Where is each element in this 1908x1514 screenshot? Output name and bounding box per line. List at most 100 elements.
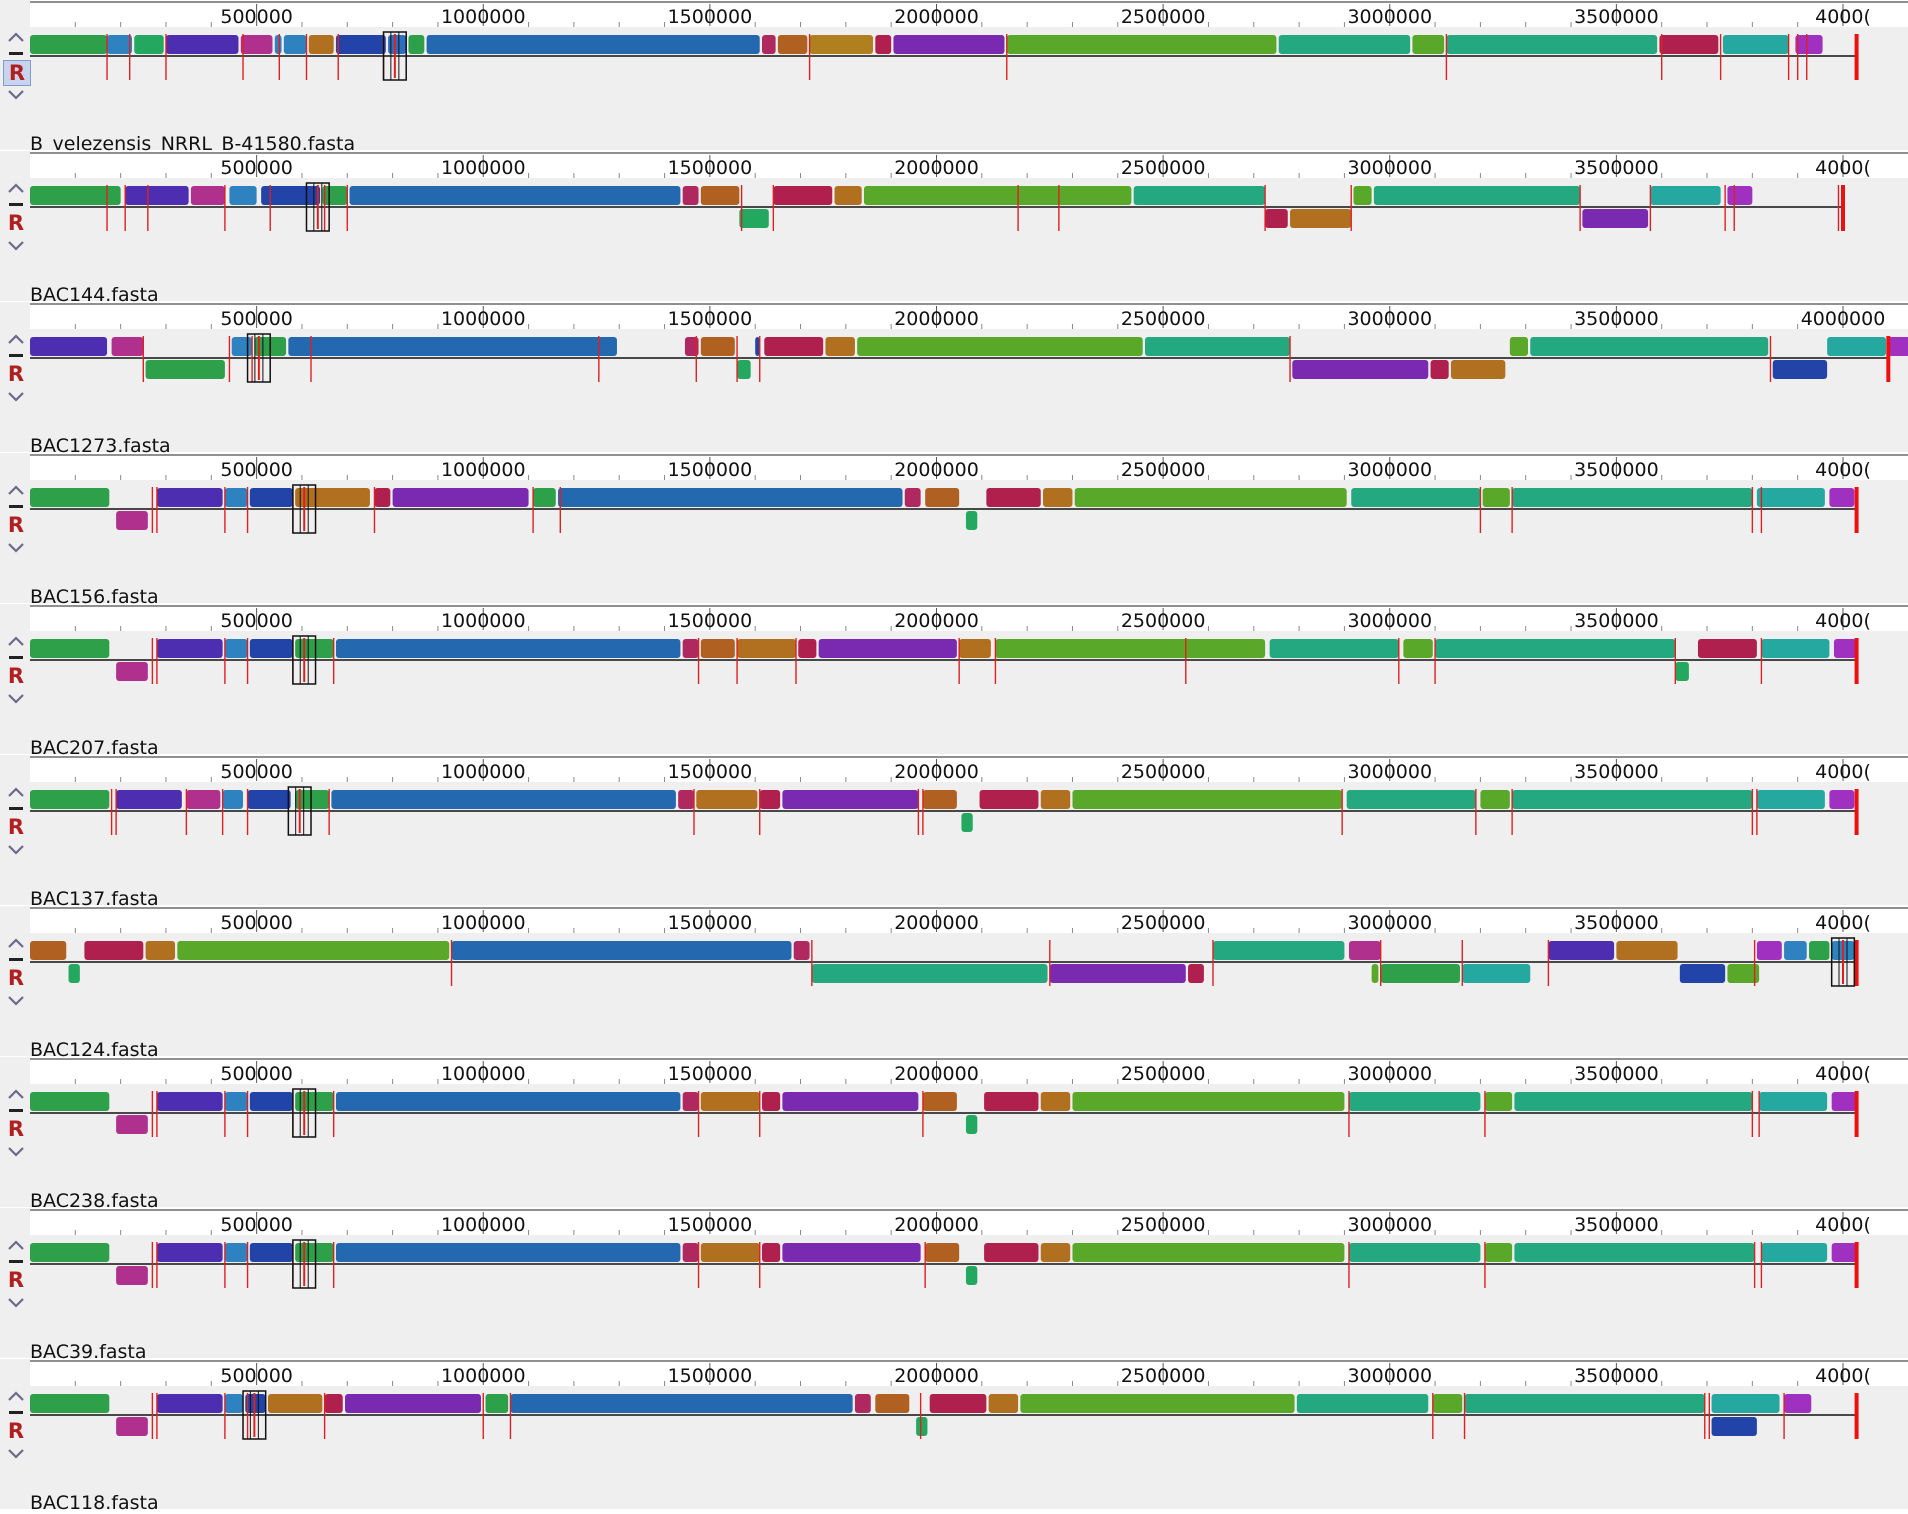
minus-icon[interactable] bbox=[9, 1260, 23, 1263]
lcb-block-forward[interactable] bbox=[107, 35, 132, 54]
lcb-block-reverse[interactable] bbox=[1371, 964, 1379, 983]
lcb-block-forward[interactable] bbox=[222, 790, 244, 809]
lcb-block-reverse[interactable] bbox=[916, 1417, 928, 1436]
lcb-block-forward[interactable] bbox=[84, 941, 144, 960]
move-down-icon[interactable] bbox=[3, 843, 29, 861]
lcb-block-forward[interactable] bbox=[1412, 35, 1445, 54]
lcb-block-forward[interactable] bbox=[30, 1394, 110, 1413]
lcb-block-forward[interactable] bbox=[682, 1092, 699, 1111]
lcb-block-forward[interactable] bbox=[240, 35, 273, 54]
lcb-block-reverse[interactable] bbox=[1290, 209, 1352, 228]
lcb-block-forward[interactable] bbox=[156, 488, 223, 507]
minus-icon[interactable] bbox=[9, 656, 23, 659]
lcb-block-forward[interactable] bbox=[696, 790, 758, 809]
lcb-block-forward[interactable] bbox=[322, 186, 348, 205]
lcb-block-forward[interactable] bbox=[1722, 35, 1789, 54]
lcb-block-forward[interactable] bbox=[156, 639, 223, 658]
lcb-block-forward[interactable] bbox=[1348, 1243, 1481, 1262]
lcb-block-forward[interactable] bbox=[145, 941, 176, 960]
lcb-block-forward[interactable] bbox=[1756, 941, 1782, 960]
move-up-icon[interactable] bbox=[3, 30, 29, 48]
move-up-icon[interactable] bbox=[3, 634, 29, 652]
reverse-button[interactable]: R bbox=[7, 1117, 25, 1141]
lcb-block-forward[interactable] bbox=[224, 1394, 244, 1413]
lcb-block-forward[interactable] bbox=[1509, 337, 1528, 356]
lcb-block-forward[interactable] bbox=[793, 941, 810, 960]
lcb-block-forward[interactable] bbox=[510, 1394, 853, 1413]
lcb-block-forward[interactable] bbox=[1512, 488, 1753, 507]
lcb-block-forward[interactable] bbox=[116, 790, 182, 809]
lcb-block-forward[interactable] bbox=[30, 941, 67, 960]
move-up-icon[interactable] bbox=[3, 1238, 29, 1256]
lcb-block-forward[interactable] bbox=[1759, 1092, 1828, 1111]
lcb-block-forward[interactable] bbox=[777, 35, 808, 54]
selection-box[interactable] bbox=[292, 1239, 317, 1289]
lcb-block-forward[interactable] bbox=[700, 639, 735, 658]
lcb-block-forward[interactable] bbox=[761, 1092, 781, 1111]
minus-icon[interactable] bbox=[9, 203, 23, 206]
lcb-block-forward[interactable] bbox=[684, 337, 699, 356]
lcb-block-reverse[interactable] bbox=[1462, 964, 1531, 983]
lcb-block-forward[interactable] bbox=[1761, 639, 1830, 658]
lcb-block-forward[interactable] bbox=[773, 186, 833, 205]
lcb-block-forward[interactable] bbox=[1144, 337, 1291, 356]
selection-box[interactable] bbox=[242, 1390, 267, 1440]
lcb-block-forward[interactable] bbox=[1829, 790, 1855, 809]
move-down-icon[interactable] bbox=[3, 1447, 29, 1465]
lcb-block-forward[interactable] bbox=[30, 639, 110, 658]
move-down-icon[interactable] bbox=[3, 239, 29, 257]
lcb-block-reverse[interactable] bbox=[811, 964, 1048, 983]
lcb-block-forward[interactable] bbox=[700, 1092, 760, 1111]
lcb-block-forward[interactable] bbox=[1464, 1394, 1705, 1413]
lcb-block-forward[interactable] bbox=[295, 488, 370, 507]
lcb-block-reverse[interactable] bbox=[68, 964, 80, 983]
lcb-block-reverse[interactable] bbox=[1450, 360, 1506, 379]
lcb-block-forward[interactable] bbox=[1020, 1394, 1295, 1413]
lcb-block-forward[interactable] bbox=[1348, 941, 1381, 960]
lcb-block-forward[interactable] bbox=[156, 1394, 223, 1413]
move-up-icon[interactable] bbox=[3, 785, 29, 803]
lcb-block-forward[interactable] bbox=[30, 186, 121, 205]
lcb-block-reverse[interactable] bbox=[116, 662, 148, 681]
lcb-block-forward[interactable] bbox=[1795, 35, 1823, 54]
lcb-block-forward[interactable] bbox=[249, 1092, 293, 1111]
lcb-block-forward[interactable] bbox=[1043, 488, 1073, 507]
lcb-block-forward[interactable] bbox=[156, 1243, 223, 1262]
lcb-block-forward[interactable] bbox=[1480, 790, 1510, 809]
lcb-block-forward[interactable] bbox=[224, 488, 248, 507]
lcb-block-forward[interactable] bbox=[388, 35, 407, 54]
lcb-block-forward[interactable] bbox=[929, 1394, 987, 1413]
reverse-button[interactable]: R bbox=[7, 966, 25, 990]
lcb-block-reverse[interactable] bbox=[1430, 360, 1449, 379]
lcb-block-forward[interactable] bbox=[1711, 1394, 1780, 1413]
lcb-block-forward[interactable] bbox=[1346, 790, 1476, 809]
lcb-block-forward[interactable] bbox=[922, 790, 957, 809]
lcb-block-forward[interactable] bbox=[761, 35, 776, 54]
lcb-block-forward[interactable] bbox=[678, 790, 695, 809]
selection-box[interactable] bbox=[382, 31, 407, 81]
lcb-block-forward[interactable] bbox=[682, 639, 699, 658]
lcb-block-forward[interactable] bbox=[1348, 1092, 1481, 1111]
lcb-block-forward[interactable] bbox=[1809, 941, 1830, 960]
lcb-block-forward[interactable] bbox=[834, 186, 862, 205]
lcb-block-forward[interactable] bbox=[1756, 488, 1825, 507]
lcb-block-forward[interactable] bbox=[345, 1394, 481, 1413]
lcb-block-forward[interactable] bbox=[1831, 1243, 1857, 1262]
lcb-block-forward[interactable] bbox=[979, 790, 1039, 809]
lcb-block-forward[interactable] bbox=[331, 790, 676, 809]
lcb-block-reverse[interactable] bbox=[116, 511, 148, 530]
lcb-block-forward[interactable] bbox=[984, 1092, 1039, 1111]
move-down-icon[interactable] bbox=[3, 994, 29, 1012]
lcb-block-forward[interactable] bbox=[755, 337, 760, 356]
lcb-block-reverse[interactable] bbox=[737, 360, 751, 379]
lcb-block-forward[interactable] bbox=[761, 1243, 781, 1262]
lcb-block-forward[interactable] bbox=[1278, 35, 1411, 54]
lcb-block-forward[interactable] bbox=[1650, 186, 1721, 205]
move-down-icon[interactable] bbox=[3, 390, 29, 408]
lcb-block-forward[interactable] bbox=[288, 337, 617, 356]
selection-box[interactable] bbox=[292, 484, 317, 534]
reverse-button[interactable]: R bbox=[7, 1268, 25, 1292]
reverse-button[interactable]: R bbox=[3, 60, 31, 86]
lcb-block-forward[interactable] bbox=[1269, 639, 1399, 658]
lcb-block-forward[interactable] bbox=[1212, 941, 1345, 960]
